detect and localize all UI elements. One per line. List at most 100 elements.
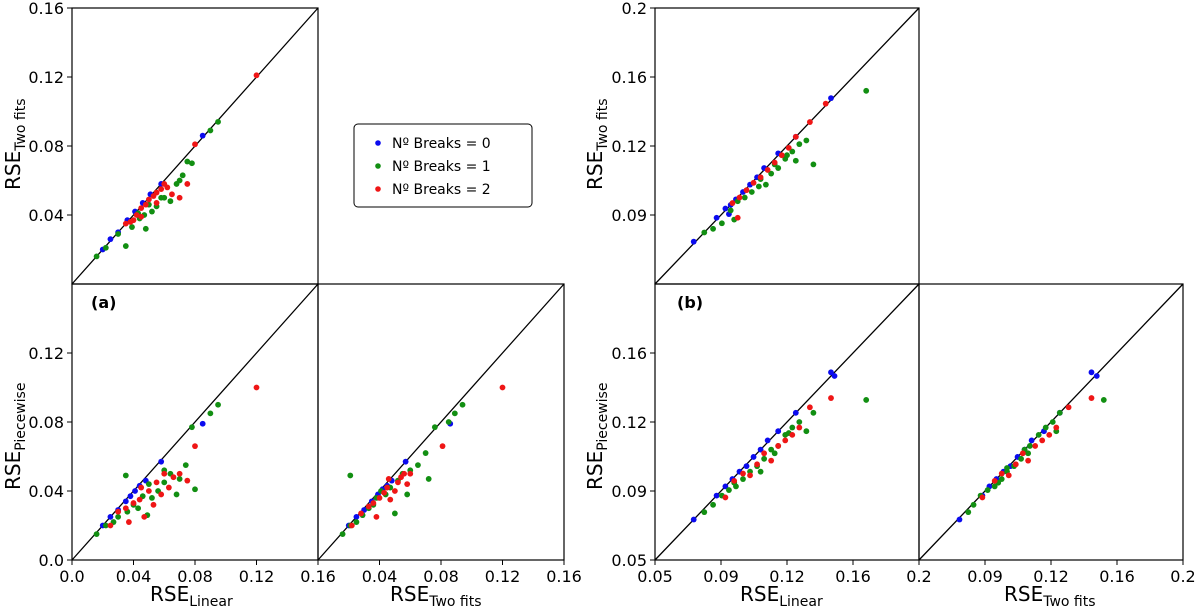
point-a-bottom-right-breaks2-1: [358, 510, 364, 517]
point-a-bottom-left-breaks1-16: [182, 462, 189, 469]
point-b-bottom-left-breaks1-9: [768, 446, 775, 453]
point-b-bottom-left-breaks1-14: [803, 428, 810, 435]
point-b-top-breaks2-9: [792, 133, 799, 140]
point-b-top-breaks2-12: [734, 214, 741, 221]
point-a-bottom-left-breaks0-1: [107, 513, 114, 520]
point-a-bottom-right-breaks2-2: [365, 503, 372, 510]
ytick-label-a-top-3: 0.16: [28, 0, 64, 18]
point-a-top-breaks0-8: [199, 132, 206, 139]
point-a-bottom-left-breaks2-0: [107, 522, 114, 529]
point-b-top-breaks1-1: [710, 225, 716, 232]
point-b-bottom-right-breaks1-0: [965, 509, 972, 516]
point-b-bottom-left-breaks1-18: [757, 468, 764, 475]
point-a-bottom-left-breaks2-1: [115, 508, 122, 515]
point-b-bottom-left-breaks0-12: [831, 373, 838, 379]
point-b-bottom-left-breaks2-3: [747, 472, 753, 479]
panel-label-a: (a): [91, 293, 116, 312]
legend-label-breaks2: Nº Breaks = 2: [392, 182, 491, 198]
point-b-top-breaks2-8: [785, 144, 792, 151]
point-b-bottom-left-breaks1-13: [796, 419, 803, 425]
point-b-bottom-right-breaks1-19: [1025, 450, 1032, 457]
point-a-bottom-right-breaks2-15: [439, 443, 446, 450]
xtick-label-b-bottom-right-0: 0.09: [967, 567, 1003, 586]
point-a-top-breaks1-12: [179, 172, 186, 179]
point-b-bottom-right-breaks2-4: [1012, 461, 1019, 468]
point-b-top-breaks2-1: [736, 194, 743, 201]
point-a-bottom-left-breaks2-11: [161, 470, 168, 477]
ytick-label-b-top-1: 0.12: [611, 137, 647, 156]
point-a-bottom-left-breaks1-12: [161, 479, 168, 486]
point-a-bottom-right-breaks2-4: [373, 513, 380, 520]
point-b-top-breaks2-7: [778, 152, 785, 159]
point-b-bottom-right-breaks0-0: [956, 516, 963, 523]
point-b-bottom-right-breaks1-12: [1042, 424, 1049, 431]
ytick-label-b-bottom-left-1: 0.09: [611, 482, 647, 501]
point-a-bottom-left-breaks1-4: [122, 472, 129, 479]
identity-line-a-bottom-left: [71, 283, 319, 561]
panel-b-bottom-left: 0.05 0.09 0.12 0.16 0.05 0.09 0.12 0.16 0.2: [611, 283, 932, 586]
point-a-bottom-right-breaks0-8: [402, 458, 409, 465]
plot-area: 0.040.080.120.160.00.040.080.120.0 0.04 0.…: [28, 0, 1195, 586]
point-b-bottom-right-breaks1-10: [1026, 443, 1033, 449]
point-b-bottom-left-breaks2-1: [731, 477, 738, 484]
panel-a-bottom-left: 0.0 0.04 0.08 0.12 0.0 0.04 0.08 0.12 0.16: [28, 283, 336, 586]
point-b-bottom-left-breaks0-0: [690, 516, 697, 523]
xtick-label-a-bottom-left-3: 0.12: [239, 567, 275, 586]
point-b-bottom-left-breaks1-19: [771, 450, 778, 457]
point-a-bottom-right-breaks2-16: [499, 384, 506, 391]
point-b-top-breaks2-3: [750, 179, 757, 186]
point-a-bottom-left-breaks0-3: [122, 498, 129, 505]
point-b-bottom-left-breaks0-9: [775, 428, 782, 435]
point-a-bottom-right-breaks1-3: [353, 519, 360, 525]
point-a-top-breaks1-3: [122, 243, 129, 249]
point-a-bottom-right-breaks0-1: [353, 513, 360, 520]
point-b-bottom-left-breaks0-6: [750, 454, 757, 460]
ytick-label-a-bottom-left-2: 0.08: [28, 413, 64, 432]
point-b-top-breaks0-1: [713, 214, 720, 221]
legend-marker-breaks2: [375, 186, 381, 192]
point-b-top-breaks1-6: [748, 189, 755, 195]
point-b-bottom-right-breaks1-15: [1056, 409, 1063, 416]
point-a-bottom-right-breaks2-0: [348, 522, 355, 529]
point-b-bottom-right-breaks1-16: [1100, 397, 1107, 403]
point-a-bottom-right-breaks2-13: [404, 481, 411, 487]
xtick-label-b-bottom-left-3: 0.16: [835, 567, 871, 586]
xtick-label-a-bottom-left-2: 0.08: [177, 567, 213, 586]
point-b-bottom-right-breaks2-8: [1039, 437, 1046, 444]
point-b-top-breaks2-0: [729, 200, 736, 206]
identity-line-b-bottom-left: [654, 283, 920, 561]
point-a-bottom-left-breaks2-12: [165, 484, 172, 491]
xlabel-a-left: RSELinear: [150, 582, 233, 608]
xtick-label-b-bottom-left-4: 0.2: [906, 567, 931, 586]
point-a-top-breaks1-0: [93, 253, 100, 260]
ytick-label-b-bottom-left-0: 0.05: [611, 551, 647, 570]
point-a-bottom-right-breaks1-21: [451, 410, 458, 417]
point-a-top-breaks1-6: [142, 225, 149, 232]
point-b-bottom-right-breaks1-13: [1049, 419, 1056, 425]
point-a-bottom-right-breaks2-10: [395, 479, 401, 486]
ytick-label-b-bottom-left-2: 0.12: [611, 413, 647, 432]
point-a-bottom-right-breaks1-2: [347, 472, 354, 479]
panel-b-top: 0.09 0.12 0.16 0.2: [611, 0, 920, 285]
ylabel-b-top: RSETwo fits: [583, 98, 611, 190]
point-b-top-breaks1-7: [755, 183, 762, 190]
point-a-bottom-left-breaks2-14: [176, 470, 183, 477]
point-b-bottom-left-breaks2-8: [782, 437, 789, 444]
point-a-bottom-left-breaks0-8: [158, 458, 165, 465]
point-b-top-breaks1-16: [863, 87, 870, 94]
ytick-label-a-top-2: 0.12: [28, 68, 64, 87]
point-b-bottom-right-breaks2-5: [1019, 450, 1026, 457]
point-b-bottom-left-breaks0-5: [743, 463, 750, 470]
point-a-top-breaks2-15: [253, 72, 260, 79]
panel-b-bottom-right: 0.09 0.12 0.16 0.2: [918, 283, 1196, 586]
xlabel-b-left: RSELinear: [740, 582, 823, 608]
point-a-top-breaks2-3: [138, 205, 145, 212]
xtick-label-a-bottom-right-1: 0.08: [423, 567, 459, 586]
point-b-bottom-right-breaks2-10: [1053, 424, 1060, 431]
xtick-label-a-bottom-right-3: 0.16: [546, 567, 582, 586]
point-b-top-breaks1-5: [741, 194, 748, 201]
point-a-bottom-left-breaks1-7: [135, 505, 142, 512]
point-a-top-breaks2-11: [169, 191, 175, 198]
point-a-top-breaks1-15: [207, 127, 214, 134]
